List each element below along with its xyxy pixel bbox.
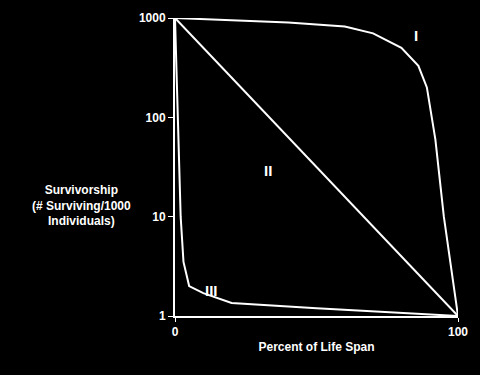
svg-text:1: 1 (159, 309, 166, 323)
svg-text:100: 100 (146, 111, 166, 125)
svg-text:1000: 1000 (139, 11, 166, 25)
svg-text:II: II (264, 162, 272, 179)
svg-text:Survivorship(# Surviving/1000I: Survivorship(# Surviving/1000Individuals… (32, 183, 131, 228)
svg-text:0: 0 (172, 325, 179, 339)
svg-text:10: 10 (152, 210, 166, 224)
svg-text:100: 100 (448, 325, 468, 339)
svg-text:I: I (414, 27, 418, 44)
svg-text:III: III (205, 282, 218, 299)
svg-text:Percent of Life Span: Percent of Life Span (258, 340, 374, 354)
